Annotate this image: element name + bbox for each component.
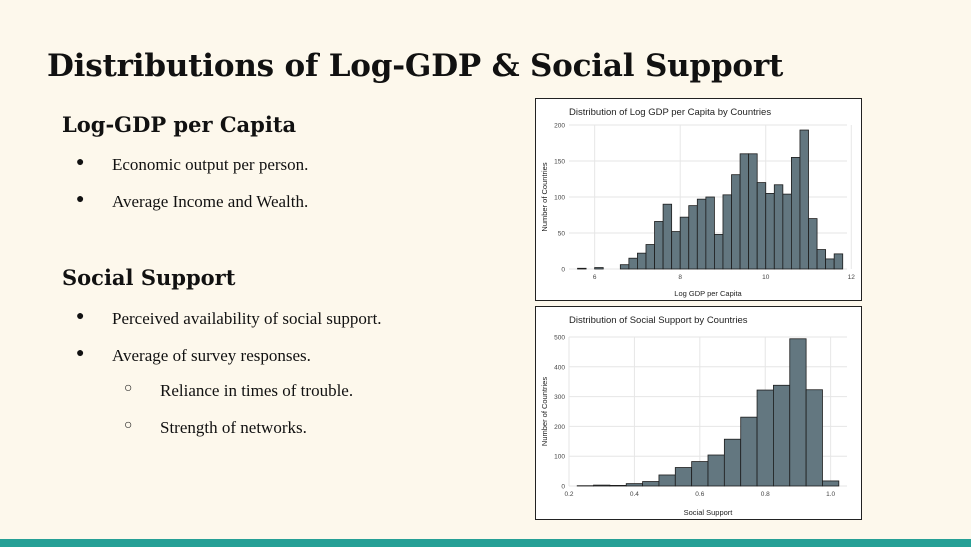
bullet-text: Economic output per person. [112, 155, 309, 174]
histogram-bar [691, 461, 709, 487]
x-tick-label: 0.6 [695, 491, 704, 498]
histogram-bar [671, 231, 681, 270]
sub-bullet-marker: ○ [124, 418, 133, 433]
histogram-bar [773, 384, 791, 487]
histogram-bar [674, 467, 693, 487]
sub-bullet-reliance: ○ Reliance in times of trouble. [124, 381, 354, 401]
bullet-text: Perceived availability of social support… [112, 309, 382, 328]
histogram-bar [799, 129, 809, 270]
histogram-bar [822, 480, 840, 487]
x-tick-label: 8 [678, 274, 682, 281]
y-tick-label: 400 [554, 364, 565, 371]
section-heading-log-gdp: Log-GDP per Capita [62, 112, 297, 137]
histogram-bar [696, 198, 707, 270]
histogram-bar [790, 157, 801, 270]
histogram-bar [662, 203, 673, 270]
bullet-marker: ● [76, 155, 85, 170]
histogram-bar [619, 264, 630, 270]
histogram-bar [740, 416, 758, 487]
histogram-bar [756, 389, 774, 487]
footer-accent-bar [0, 539, 971, 547]
y-axis-label: Number of Countries [540, 377, 549, 446]
histogram-bar [723, 438, 742, 487]
histogram-bar [645, 244, 655, 270]
histogram-bar [773, 184, 784, 270]
histogram-bar [642, 481, 660, 487]
histogram-bar [625, 483, 643, 487]
bullet-economic-output: ● Economic output per person. [76, 155, 309, 175]
y-tick-label: 200 [554, 424, 565, 431]
histogram-bar [609, 485, 627, 487]
histogram-bar [765, 193, 775, 270]
y-tick-label: 500 [554, 335, 565, 342]
histogram-bar [805, 389, 823, 487]
histogram-bar [688, 205, 698, 270]
bullet-average-income: ● Average Income and Wealth. [76, 192, 309, 212]
y-tick-label: 0 [561, 484, 565, 491]
bullet-text: Average Income and Wealth. [112, 192, 309, 211]
bullet-text: Strength of networks. [160, 418, 307, 437]
histogram-bar [739, 153, 750, 270]
chart-log-gdp-svg: Distribution of Log GDP per Capita by Co… [540, 107, 856, 298]
bullet-average-survey: ● Average of survey responses. [76, 346, 311, 366]
bullet-text: Reliance in times of trouble. [160, 381, 354, 400]
bullet-marker: ● [76, 309, 85, 324]
histogram-bar [707, 454, 725, 487]
histogram-bar [654, 221, 664, 270]
x-tick-label: 0.2 [564, 491, 573, 498]
histogram-bar [658, 474, 676, 487]
chart-title: Distribution of Log GDP per Capita by Co… [569, 107, 771, 118]
y-tick-label: 0 [561, 267, 565, 274]
histogram-bar [593, 484, 611, 487]
x-axis-label: Log GDP per Capita [674, 289, 742, 298]
histogram-bar [731, 174, 741, 270]
y-tick-label: 150 [554, 159, 565, 166]
bullet-marker: ● [76, 192, 85, 207]
x-tick-label: 0.4 [630, 491, 639, 498]
histogram-bar [628, 257, 638, 270]
x-tick-label: 0.8 [761, 491, 770, 498]
chart-log-gdp: Distribution of Log GDP per Capita by Co… [535, 98, 862, 301]
histogram-bar [825, 258, 835, 270]
x-axis-label: Social Support [684, 508, 734, 517]
section-heading-social-support: Social Support [62, 265, 236, 290]
histogram-bar [816, 249, 827, 270]
y-axis-label: Number of Countries [540, 162, 549, 231]
x-tick-label: 12 [848, 274, 856, 281]
y-tick-label: 50 [558, 231, 566, 238]
x-tick-label: 10 [762, 274, 770, 281]
histogram-bar [833, 253, 844, 270]
x-tick-label: 1.0 [826, 491, 835, 498]
histogram-bar [714, 234, 724, 270]
y-tick-label: 100 [554, 195, 565, 202]
histogram-bar [637, 252, 647, 270]
x-tick-label: 6 [593, 274, 597, 281]
histogram-bar [808, 218, 818, 270]
histogram-bar [705, 196, 715, 270]
slide-title: Distributions of Log-GDP & Social Suppor… [47, 48, 784, 84]
chart-title: Distribution of Social Support by Countr… [569, 315, 748, 326]
bullet-marker: ● [76, 346, 85, 361]
y-tick-label: 100 [554, 454, 565, 461]
histogram-bar [577, 267, 587, 270]
histogram-bar [679, 216, 690, 270]
sub-bullet-marker: ○ [124, 381, 133, 396]
histogram-bar [782, 193, 792, 270]
histogram-bar [722, 194, 732, 270]
y-tick-label: 200 [554, 123, 565, 130]
y-tick-label: 300 [554, 394, 565, 401]
histogram-bar [756, 182, 767, 270]
chart-social-support-svg: Distribution of Social Support by Countr… [540, 315, 847, 517]
sub-bullet-networks: ○ Strength of networks. [124, 418, 307, 438]
histogram-bar [789, 338, 807, 487]
bullet-text: Average of survey responses. [112, 346, 311, 365]
histogram-bar [748, 153, 758, 270]
bullet-perceived-availability: ● Perceived availability of social suppo… [76, 309, 382, 329]
chart-social-support: Distribution of Social Support by Countr… [535, 306, 862, 520]
histogram-bar [594, 267, 604, 270]
